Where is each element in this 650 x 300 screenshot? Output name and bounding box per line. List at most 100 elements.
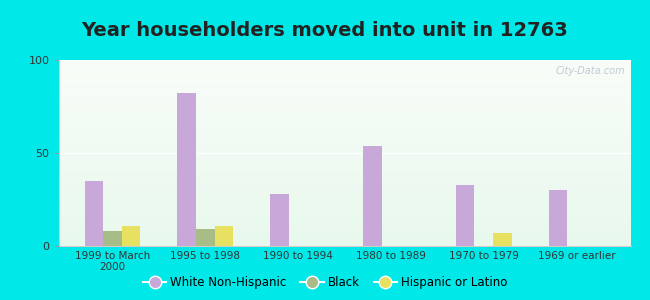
Bar (58, 108, 630, 110)
Bar (58, 159, 630, 161)
Bar (58, 71, 630, 73)
Bar (58, 68, 630, 69)
Bar (58, 77, 630, 79)
Bar (58, 181, 630, 183)
Bar (58, 105, 630, 106)
Bar (58, 88, 630, 90)
Bar (58, 194, 630, 196)
Bar (58, 131, 630, 133)
Bar (58, 64, 630, 66)
Bar (58, 60, 630, 62)
Bar (58, 226, 630, 227)
Bar (58, 80, 630, 82)
Bar (58, 153, 630, 155)
Bar (58, 172, 630, 173)
Bar (58, 244, 630, 246)
Bar (58, 238, 630, 240)
Bar (58, 62, 630, 64)
Bar (363, 146, 382, 246)
Bar (58, 168, 630, 170)
Bar (58, 140, 630, 142)
Bar (58, 133, 630, 134)
Bar (58, 207, 630, 209)
Bar (58, 222, 630, 224)
Bar (58, 116, 630, 118)
Bar (58, 164, 630, 166)
Bar (58, 149, 630, 151)
Bar (214, 226, 233, 246)
Bar (58, 224, 630, 226)
Bar (58, 196, 630, 198)
Bar (58, 209, 630, 211)
Bar (58, 138, 630, 140)
Bar (58, 187, 630, 188)
Bar (58, 86, 630, 88)
Text: City-Data.com: City-Data.com (555, 66, 625, 76)
Bar (58, 188, 630, 190)
Bar (196, 229, 215, 246)
Bar (58, 99, 630, 101)
Bar (58, 229, 630, 231)
Bar (58, 170, 630, 172)
Bar (58, 66, 630, 68)
Bar (58, 237, 630, 239)
Bar (58, 216, 630, 218)
Bar (58, 123, 630, 125)
Bar (58, 198, 630, 200)
Bar (84, 181, 103, 246)
Bar (58, 162, 630, 164)
Text: Year householders moved into unit in 12763: Year householders moved into unit in 127… (82, 21, 568, 40)
Bar (58, 184, 630, 187)
Bar (58, 73, 630, 75)
Bar (58, 114, 630, 116)
Bar (58, 175, 630, 177)
Bar (58, 179, 630, 181)
Bar (58, 177, 630, 179)
Bar (58, 82, 630, 84)
Bar (58, 75, 630, 77)
Bar (58, 157, 630, 159)
Bar (58, 173, 630, 175)
Bar (58, 151, 630, 153)
Bar (58, 118, 630, 119)
Bar (58, 183, 630, 184)
Bar (58, 155, 630, 157)
Bar (58, 214, 630, 216)
Bar (58, 101, 630, 103)
Bar (58, 90, 630, 92)
Bar (270, 194, 289, 246)
Bar (58, 97, 630, 99)
Bar (456, 184, 474, 246)
Bar (58, 192, 630, 194)
Bar (58, 144, 630, 146)
Bar (58, 119, 630, 122)
Bar (58, 233, 630, 235)
Bar (58, 129, 630, 131)
Bar (58, 92, 630, 94)
Bar (58, 227, 630, 229)
Bar (58, 103, 630, 105)
Bar (58, 203, 630, 205)
Bar (58, 142, 630, 144)
Bar (58, 190, 630, 192)
Bar (58, 79, 630, 80)
Bar (58, 125, 630, 127)
Bar (549, 190, 567, 246)
Bar (58, 112, 630, 114)
Bar (58, 94, 630, 95)
Legend: White Non-Hispanic, Black, Hispanic or Latino: White Non-Hispanic, Black, Hispanic or L… (138, 272, 512, 294)
Bar (58, 134, 630, 136)
Bar (58, 205, 630, 207)
Bar (58, 84, 630, 86)
Bar (58, 166, 630, 168)
Bar (58, 212, 630, 214)
Bar (58, 242, 630, 244)
Bar (58, 240, 630, 242)
Bar (58, 231, 630, 233)
Bar (58, 110, 630, 112)
Bar (58, 95, 630, 97)
Bar (122, 226, 140, 246)
Bar (58, 106, 630, 108)
Bar (58, 235, 630, 237)
Bar (58, 200, 630, 201)
